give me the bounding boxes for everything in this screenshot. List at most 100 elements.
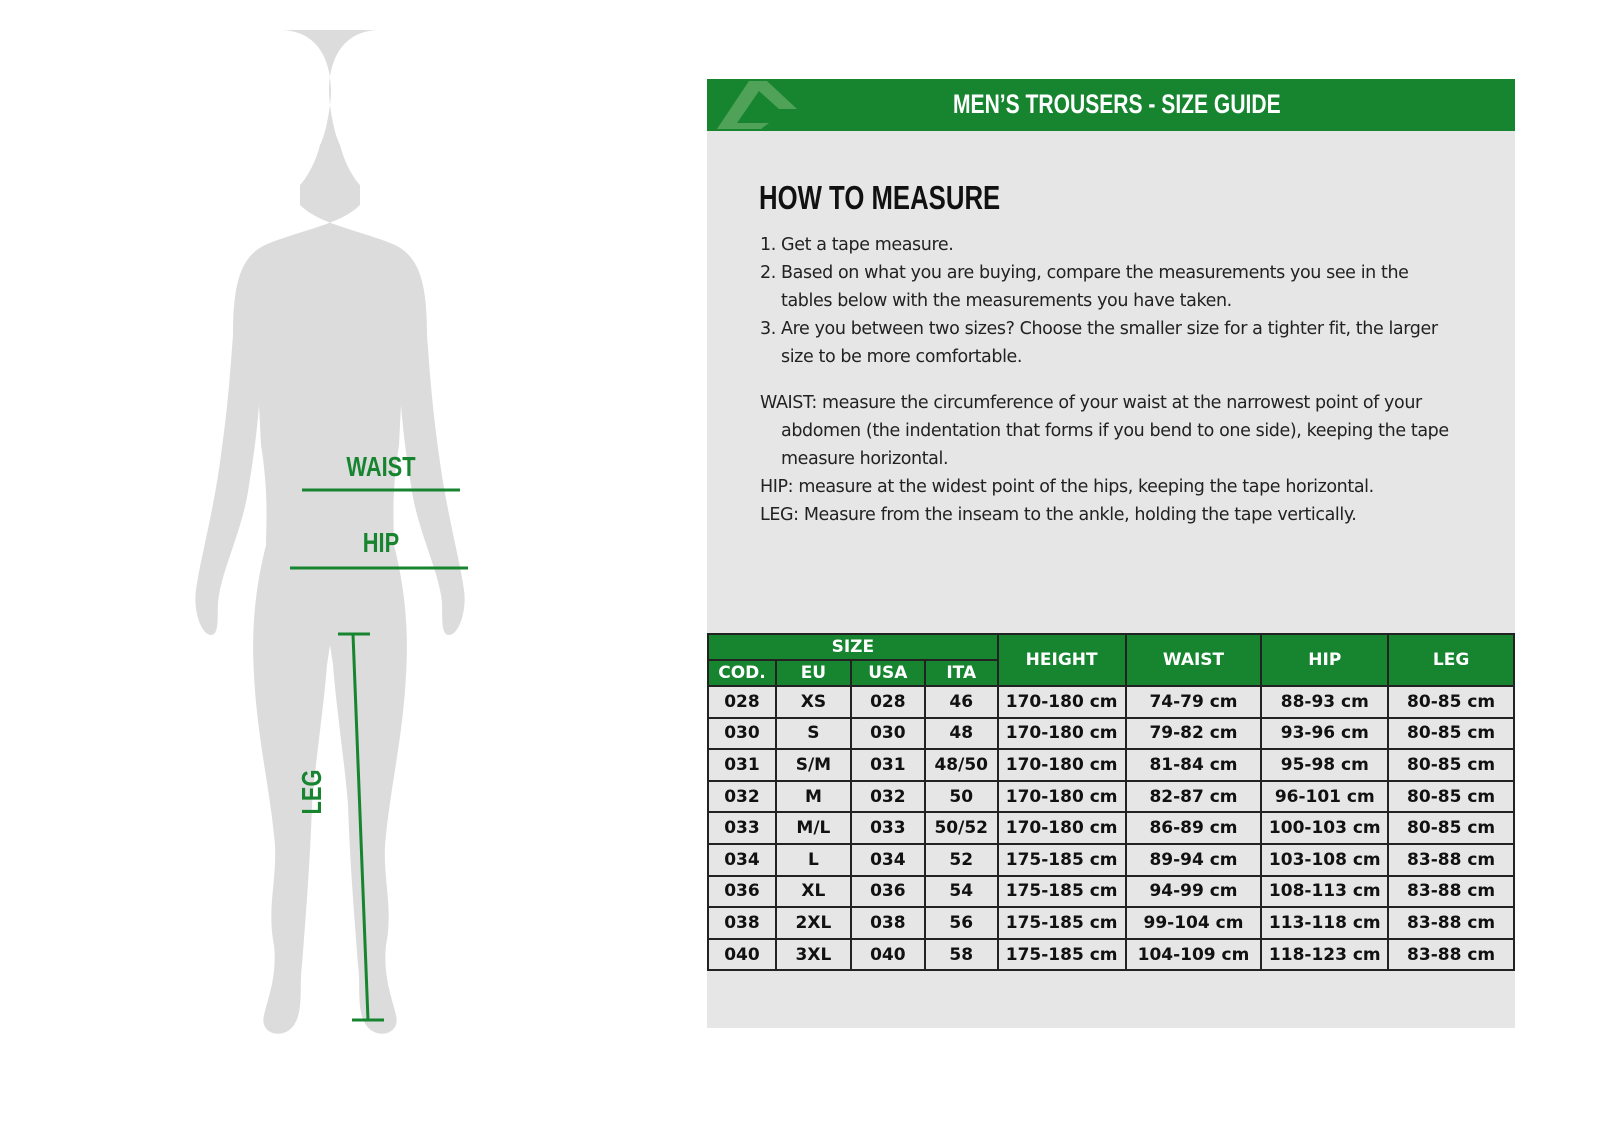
col-header: USA — [849, 659, 926, 687]
table-cell: 83-88 cm — [1387, 906, 1515, 940]
table-cell: 80-85 cm — [1387, 779, 1515, 814]
table-cell: S — [774, 716, 852, 751]
table-cell: 80-85 cm — [1387, 716, 1515, 751]
table-row: 036 XL 036 54 175-185 cm 94-99 cm 108-113 cm 83… — [707, 874, 1515, 909]
step-3-cont: size to be more comfortable. — [781, 347, 1023, 367]
table-row: 030 S 030 48 170-180 cm 79-82 cm 93-96 cm 80-85… — [707, 716, 1515, 751]
table-cell: 038 — [707, 906, 777, 940]
table-cell: 100-103 cm — [1260, 811, 1390, 845]
step-1: 1. Get a tape measure. — [760, 235, 954, 255]
table-cell: 83-88 cm — [1387, 874, 1515, 909]
hip-label: HIP — [363, 527, 399, 558]
table-cell: L — [774, 842, 852, 877]
table-cell: 113-118 cm — [1260, 906, 1390, 940]
table-cell: 80-85 cm — [1387, 811, 1515, 845]
table-cell: 83-88 cm — [1387, 937, 1515, 972]
table-row: 033 M/L 033 50/52 170-180 cm 86-89 cm 100-103 … — [707, 811, 1515, 845]
step-2-cont: tables below with the measurements you h… — [781, 291, 1232, 311]
table-cell: 175-185 cm — [996, 906, 1127, 940]
table-row: 040 3XL 040 58 175-185 cm 104-109 cm 118-123 c… — [707, 937, 1515, 972]
table-cell: 040 — [849, 937, 926, 972]
table-cell: 032 — [707, 779, 777, 814]
table-cell: 028 — [707, 685, 777, 719]
table-cell: 50/52 — [923, 811, 999, 845]
table-cell: 036 — [849, 874, 926, 909]
table-row: 034 L 034 52 175-185 cm 89-94 cm 103-108 cm 83-… — [707, 842, 1515, 877]
table-cell: 175-185 cm — [996, 874, 1127, 909]
banner-title: MEN’S TROUSERS - SIZE GUIDE — [953, 89, 1281, 119]
table-cell: 95-98 cm — [1260, 748, 1390, 782]
waist-label: WAIST — [346, 451, 416, 482]
table-cell: 46 — [923, 685, 999, 719]
table-cell: 170-180 cm — [996, 716, 1127, 751]
table-cell: XS — [774, 685, 852, 719]
leg-def: LEG: Measure from the inseam to the ankl… — [760, 505, 1357, 525]
table-cell: 033 — [707, 811, 777, 845]
table-cell: 80-85 cm — [1387, 685, 1515, 719]
table-cell: 040 — [707, 937, 777, 972]
table-cell: S/M — [774, 748, 852, 782]
body-silhouette: WAIST HIP LEG — [195, 30, 468, 1034]
table-cell: 175-185 cm — [996, 842, 1127, 877]
col-header: LEG — [1387, 633, 1515, 687]
table-cell: 034 — [849, 842, 926, 877]
table-cell: 175-185 cm — [996, 937, 1127, 972]
table-cell: 58 — [923, 937, 999, 972]
waist-def: WAIST: measure the circumference of your… — [760, 393, 1422, 413]
table-row: 038 2XL 038 56 175-185 cm 99-104 cm 113-118 cm… — [707, 906, 1515, 940]
table-row: 032 M 032 50 170-180 cm 82-87 cm 96-101 cm 80-8… — [707, 779, 1515, 814]
leg-line — [351, 633, 370, 1021]
col-header: EU — [774, 659, 852, 687]
table-cell: 86-89 cm — [1124, 811, 1263, 845]
table-row: 031 S/M 031 48/50 170-180 cm 81-84 cm 95-98 cm… — [707, 748, 1515, 782]
table-cell: 94-99 cm — [1124, 874, 1263, 909]
table-cell: 96-101 cm — [1260, 779, 1390, 814]
steps: 1. Get a tape measure. 2. Based on what … — [760, 231, 1438, 371]
table-cell: 50 — [923, 779, 999, 814]
table-cell: 80-85 cm — [1387, 748, 1515, 782]
banner: MEN’S TROUSERS - SIZE GUIDE — [707, 79, 1515, 131]
table-cell: 170-180 cm — [996, 748, 1127, 782]
table-cell: 036 — [707, 874, 777, 909]
table-cell: 74-79 cm — [1124, 685, 1263, 719]
table-cell: 033 — [849, 811, 926, 845]
size-group-header: SIZE — [707, 633, 999, 661]
waist-def-cont: measure horizontal. — [781, 449, 949, 469]
table-cell: 3XL — [774, 937, 852, 972]
how-to-heading: HOW TO MEASURE — [759, 179, 1001, 216]
table-cell: XL — [774, 874, 852, 909]
table-cell: 103-108 cm — [1260, 842, 1390, 877]
size-guide-panel: MEN’S TROUSERS - SIZE GUIDE HOW TO MEASU… — [707, 79, 1515, 1028]
table-cell: M — [774, 779, 852, 814]
table-cell: 104-109 cm — [1124, 937, 1263, 972]
table-cell: 52 — [923, 842, 999, 877]
table-cell: 99-104 cm — [1124, 906, 1263, 940]
table-cell: 032 — [849, 779, 926, 814]
brand-logo — [717, 81, 797, 129]
step-2: 2. Based on what you are buying, compare… — [760, 263, 1409, 283]
table-cell: 88-93 cm — [1260, 685, 1390, 719]
table-cell: 108-113 cm — [1260, 874, 1390, 909]
table-cell: 034 — [707, 842, 777, 877]
table-cell: 038 — [849, 906, 926, 940]
table-cell: 54 — [923, 874, 999, 909]
table-cell: 118-123 cm — [1260, 937, 1390, 972]
col-header: HEIGHT — [996, 633, 1127, 687]
table-cell: 031 — [707, 748, 777, 782]
table-cell: 170-180 cm — [996, 685, 1127, 719]
table-cell: 028 — [849, 685, 926, 719]
size-table: SIZE HEIGHT WAIST HIP LEG COD. EU USA ITA 0… — [707, 633, 1515, 972]
table-cell: 030 — [849, 716, 926, 751]
table-cell: 89-94 cm — [1124, 842, 1263, 877]
table-cell: 79-82 cm — [1124, 716, 1263, 751]
col-header: COD. — [707, 659, 777, 687]
table-cell: 48 — [923, 716, 999, 751]
col-header: HIP — [1260, 633, 1390, 687]
table-cell: 82-87 cm — [1124, 779, 1263, 814]
step-3: 3. Are you between two sizes? Choose the… — [760, 319, 1438, 339]
col-header: ITA — [923, 659, 999, 687]
hip-def: HIP: measure at the widest point of the … — [760, 477, 1374, 497]
waist-def-cont: abdomen (the indentation that forms if y… — [781, 421, 1449, 441]
col-header: WAIST — [1124, 633, 1263, 687]
table-cell: 031 — [849, 748, 926, 782]
